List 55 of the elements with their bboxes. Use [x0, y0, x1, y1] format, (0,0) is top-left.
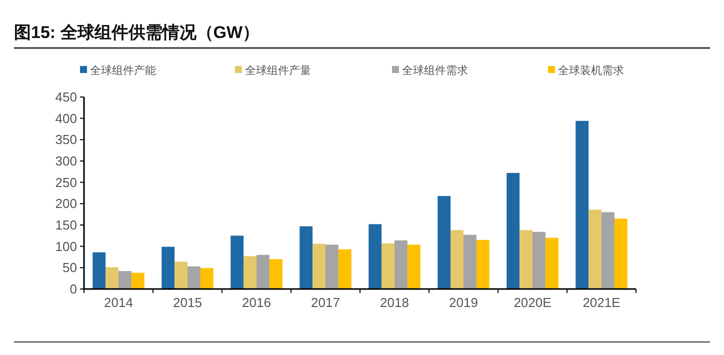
bar	[450, 230, 464, 289]
y-tick-label: 350	[55, 132, 77, 148]
bar	[244, 256, 256, 289]
x-tick-label: 2017	[311, 295, 340, 310]
y-tick-label: 400	[55, 110, 77, 126]
y-tick-label: 50	[62, 260, 77, 276]
bar	[300, 226, 313, 289]
bar	[92, 252, 106, 289]
x-tick-label: 2018	[380, 295, 409, 310]
bar	[545, 238, 558, 289]
bar	[476, 240, 490, 289]
bar	[532, 232, 546, 289]
legend-label: 全球组件需求	[402, 64, 468, 77]
bar	[382, 243, 394, 289]
bar	[614, 218, 628, 289]
y-tick-label: 100	[55, 238, 77, 254]
bar	[506, 172, 520, 289]
bar	[256, 254, 270, 289]
bar	[118, 271, 132, 289]
y-tick-label: 250	[55, 174, 77, 190]
bar	[174, 262, 188, 289]
bar	[438, 196, 451, 289]
bar	[602, 212, 614, 289]
bar	[368, 224, 382, 289]
bar	[188, 266, 200, 289]
bar	[520, 230, 532, 289]
bar	[326, 244, 338, 289]
x-tick-label: 2016	[242, 295, 271, 310]
bar	[162, 246, 175, 289]
bar	[269, 259, 282, 289]
y-tick-label: 300	[55, 154, 77, 168]
bar	[312, 244, 326, 289]
x-tick-label: 2019	[449, 295, 478, 310]
x-tick-label: 2015	[173, 295, 202, 310]
bar	[106, 267, 118, 289]
bar	[464, 234, 476, 289]
bar	[230, 236, 244, 289]
bar	[576, 120, 589, 289]
x-tick-label: 2014	[104, 295, 133, 310]
x-tick-label: 2020E	[514, 295, 552, 310]
bar	[338, 249, 352, 289]
legend-label: 全球组件产能	[90, 64, 156, 77]
bar	[200, 268, 214, 289]
x-tick-label: 2021E	[582, 295, 621, 310]
y-tick-label: 150	[55, 218, 77, 232]
y-tick-label: 200	[55, 196, 77, 212]
bar	[407, 244, 420, 289]
y-tick-label: 450	[55, 90, 77, 104]
bar	[394, 240, 408, 289]
legend-label: 全球装机需求	[558, 64, 624, 77]
bar	[588, 210, 602, 289]
chart-title: 图15: 全球组件供需情况（GW）	[14, 23, 260, 42]
bar	[131, 272, 144, 289]
y-tick-label: 0	[70, 282, 77, 296]
legend-label: 全球组件产量	[245, 64, 311, 77]
